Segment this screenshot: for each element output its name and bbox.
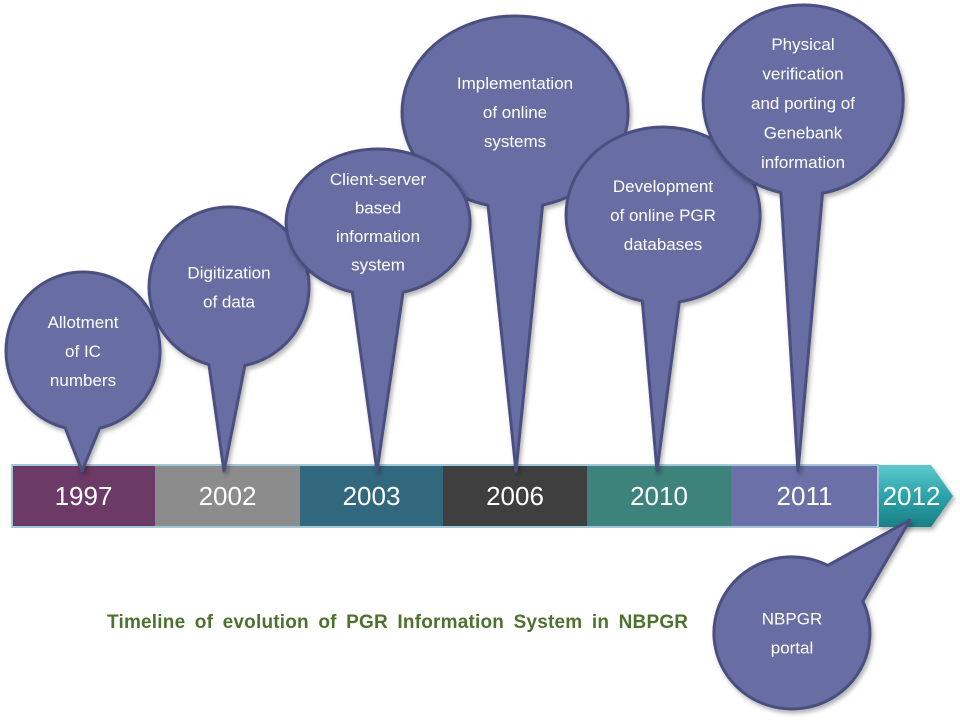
timeline-segment-2003 (300, 465, 443, 527)
balloon-label-line: information (761, 153, 845, 172)
timeline-segment-2010 (587, 465, 731, 527)
timeline-bar: 1997 2002 2003 2006 2010 2011 2012 (11, 464, 953, 528)
balloon-label-line: and porting of (751, 94, 855, 113)
balloon-label-line: information (336, 227, 420, 246)
balloon-label-line: Allotment (48, 313, 119, 332)
balloon-shape (701, 3, 905, 473)
year-label-2010: 2010 (630, 481, 688, 511)
year-label-1997: 1997 (55, 481, 113, 511)
timeline-segment-1997 (12, 465, 155, 527)
timeline-segment-2011 (731, 465, 878, 527)
balloon-label-line: of data (203, 292, 256, 311)
balloon-label-line: of online PGR (610, 206, 716, 225)
balloon-allotment-of-ic-numbers: Allotment of IC numbers (4, 270, 162, 473)
balloon-label-line: databases (624, 235, 702, 254)
balloon-shape (712, 518, 912, 711)
balloon-label-line: numbers (50, 371, 116, 390)
balloon-label-line: verification (762, 65, 843, 84)
balloon-label-line: Client-server (330, 170, 427, 189)
balloon-label-line: of online (483, 103, 547, 122)
balloon-development-of-online-pgr-databases: Development of online PGR databases (564, 125, 762, 473)
balloon-shape (564, 125, 762, 473)
caption: Timeline of evolution of PGR Information… (107, 612, 689, 633)
year-label-2011: 2011 (777, 481, 833, 511)
balloon-label-line: based (355, 199, 401, 218)
year-label-2012: 2012 (883, 481, 941, 511)
balloon-label-line: portal (771, 639, 814, 658)
balloon-nbpgr-portal: NBPGR portal (712, 518, 912, 711)
balloon-implementation-of-online-systems: Implementation of online systems (400, 14, 630, 473)
timeline-segment-2006 (443, 465, 587, 527)
balloon-client-server-based-information-system: Client-server based information system (284, 147, 472, 473)
timeline-arrow-2012 (878, 465, 953, 527)
balloon-label-line: Physical (771, 35, 834, 54)
balloon-label-line: NBPGR (762, 610, 822, 629)
balloon-label-line: Genebank (764, 123, 843, 142)
balloon-digitization-of-data: Digitization of data (147, 205, 311, 473)
balloon-label-line: system (351, 256, 405, 275)
timeline-segment-2002 (155, 465, 300, 527)
timeline-bar-outline (11, 464, 879, 528)
balloon-label-line: of IC (65, 342, 101, 361)
balloon-shape (147, 205, 311, 473)
balloon-shape (284, 147, 472, 473)
balloon-label-line: Digitization (187, 263, 270, 282)
balloon-physical-verification-and-porting-of-genebank-information: Physical verification and porting of Geneba… (701, 3, 905, 473)
balloon-shape (4, 270, 162, 473)
year-label-2003: 2003 (343, 481, 401, 511)
balloon-label-line: Implementation (457, 74, 573, 93)
balloon-label-line: systems (484, 132, 546, 151)
year-label-2006: 2006 (486, 481, 544, 511)
balloon-label-line: Development (613, 177, 713, 196)
year-label-2002: 2002 (199, 481, 257, 511)
callout-balloons: Implementation of online systems Allotment o… (4, 3, 912, 711)
